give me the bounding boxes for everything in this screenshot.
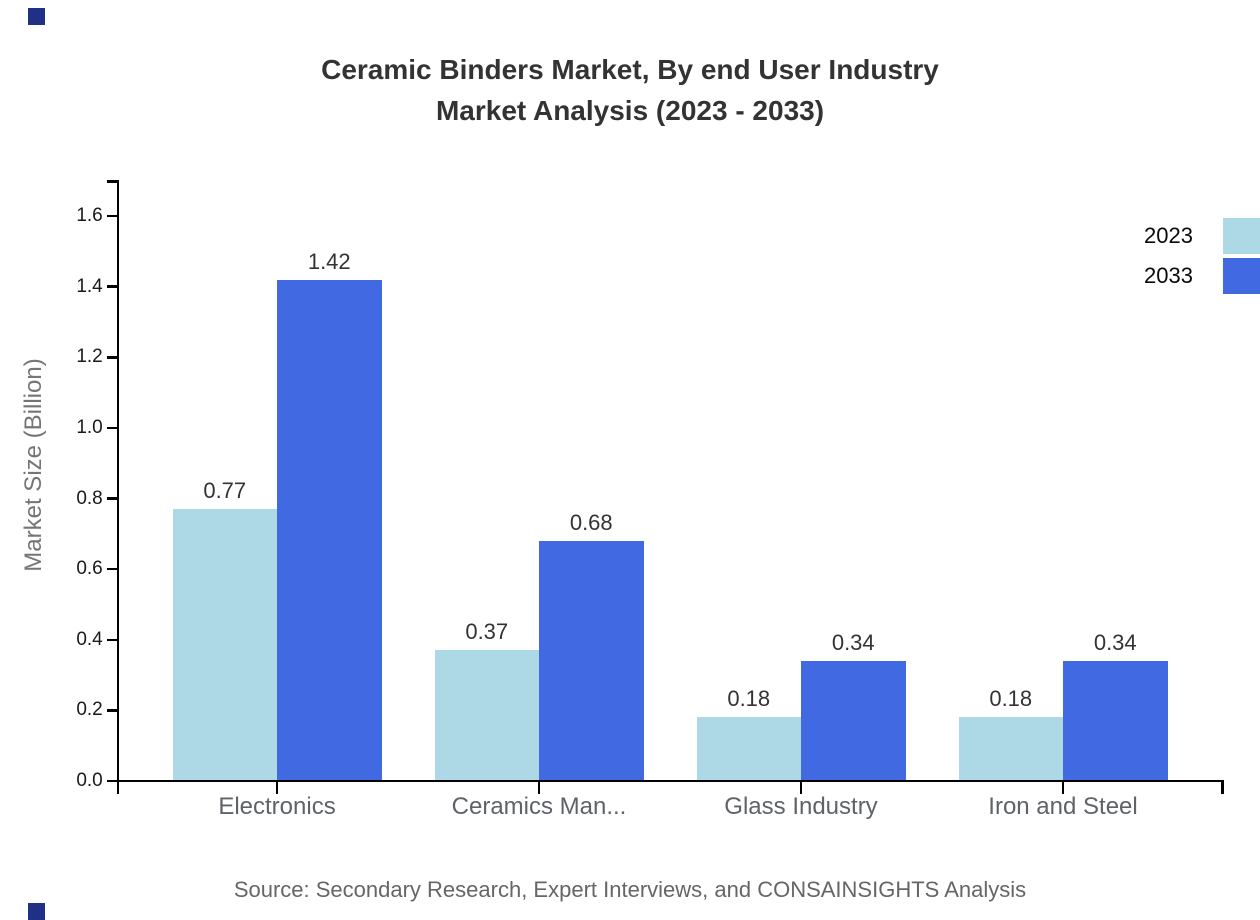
page-title: Ceramic Binders Market, By end User Indu…: [0, 49, 1260, 131]
y-tick-label: 1.2: [76, 346, 103, 368]
y-tick-mark: [106, 497, 117, 500]
bar-value-label: 0.34: [1093, 629, 1137, 655]
y-tick-mark: [106, 356, 117, 359]
x-axis-left-outer-tick: [116, 782, 120, 794]
bar-2023-iron-and-steel[interactable]: [958, 717, 1063, 781]
bar-value-label: 0.18: [989, 686, 1033, 712]
y-tick-label: 0.6: [76, 558, 103, 580]
bar-2033-ceramics-man[interactable]: [539, 540, 644, 781]
y-tick-label: 1.6: [76, 205, 103, 226]
y-tick-mark: [106, 214, 117, 218]
legend-swatch: [1223, 218, 1260, 254]
legend-item-2023[interactable]: 2023: [1144, 218, 1260, 254]
bar-2023-ceramics-man[interactable]: [434, 650, 539, 781]
legend: 2023 2033: [1144, 218, 1260, 294]
bar-value-label: 0.68: [569, 509, 613, 535]
y-tick-label: 1.4: [76, 275, 103, 297]
bar-2023-electronics[interactable]: [172, 509, 277, 781]
bar-2023-glass-industry[interactable]: [696, 717, 801, 781]
x-tick-mark: [1061, 782, 1065, 794]
bar-value-label: 0.37: [465, 619, 509, 645]
y-tick-mark: [106, 709, 117, 712]
chart-title-line1: Ceramic Binders Market, By end User Indu…: [321, 54, 939, 85]
corner-mark-top: [28, 8, 45, 25]
y-tick-mark: [106, 567, 117, 571]
y-tick-label: 0.4: [76, 628, 103, 650]
y-tick-mark: [106, 779, 117, 783]
legend-label: 2023: [1144, 223, 1193, 248]
x-tick-mark: [275, 782, 279, 794]
y-tick-label: 0.8: [76, 487, 103, 509]
bar-value-label: 0.34: [831, 629, 875, 655]
corner-mark-bottom: [28, 903, 45, 920]
y-axis-top-outer-tick: [106, 180, 117, 183]
legend-label: 2033: [1144, 263, 1193, 288]
y-tick-mark: [106, 638, 117, 641]
bar-value-label: 1.42: [307, 248, 351, 274]
bar-2033-glass-industry[interactable]: [801, 660, 906, 781]
y-axis-line: [116, 180, 120, 782]
y-tick-mark: [106, 426, 117, 430]
bar-value-label: 0.77: [203, 478, 247, 504]
legend-item-2033[interactable]: 2033: [1144, 258, 1260, 294]
x-axis-right-outer-tick: [1221, 782, 1224, 794]
bar-2033-electronics[interactable]: [277, 279, 382, 781]
bar-value-label: 0.18: [727, 686, 771, 712]
y-tick-mark: [106, 285, 117, 288]
x-tick-mark: [799, 782, 803, 794]
y-tick-label: 0.2: [76, 699, 103, 721]
x-tick-mark: [537, 782, 541, 794]
x-category-label-iron-and-steel: Iron and Steel: [988, 793, 1138, 820]
x-category-label-glass-industry: Glass Industry: [724, 793, 878, 820]
bar-2033-iron-and-steel[interactable]: [1063, 660, 1168, 781]
y-tick-label: 1.0: [76, 416, 103, 438]
chart-title-line2: Market Analysis (2023 - 2033): [435, 95, 825, 126]
x-category-label-electronics: Electronics: [218, 793, 336, 820]
x-axis-line: [116, 779, 1224, 782]
source-attribution: Source: Secondary Research, Expert Inter…: [233, 877, 1027, 902]
x-category-label-ceramics-man: Ceramics Man...: [451, 793, 627, 820]
legend-swatch: [1223, 258, 1260, 294]
y-tick-label: 0.0: [76, 770, 103, 791]
